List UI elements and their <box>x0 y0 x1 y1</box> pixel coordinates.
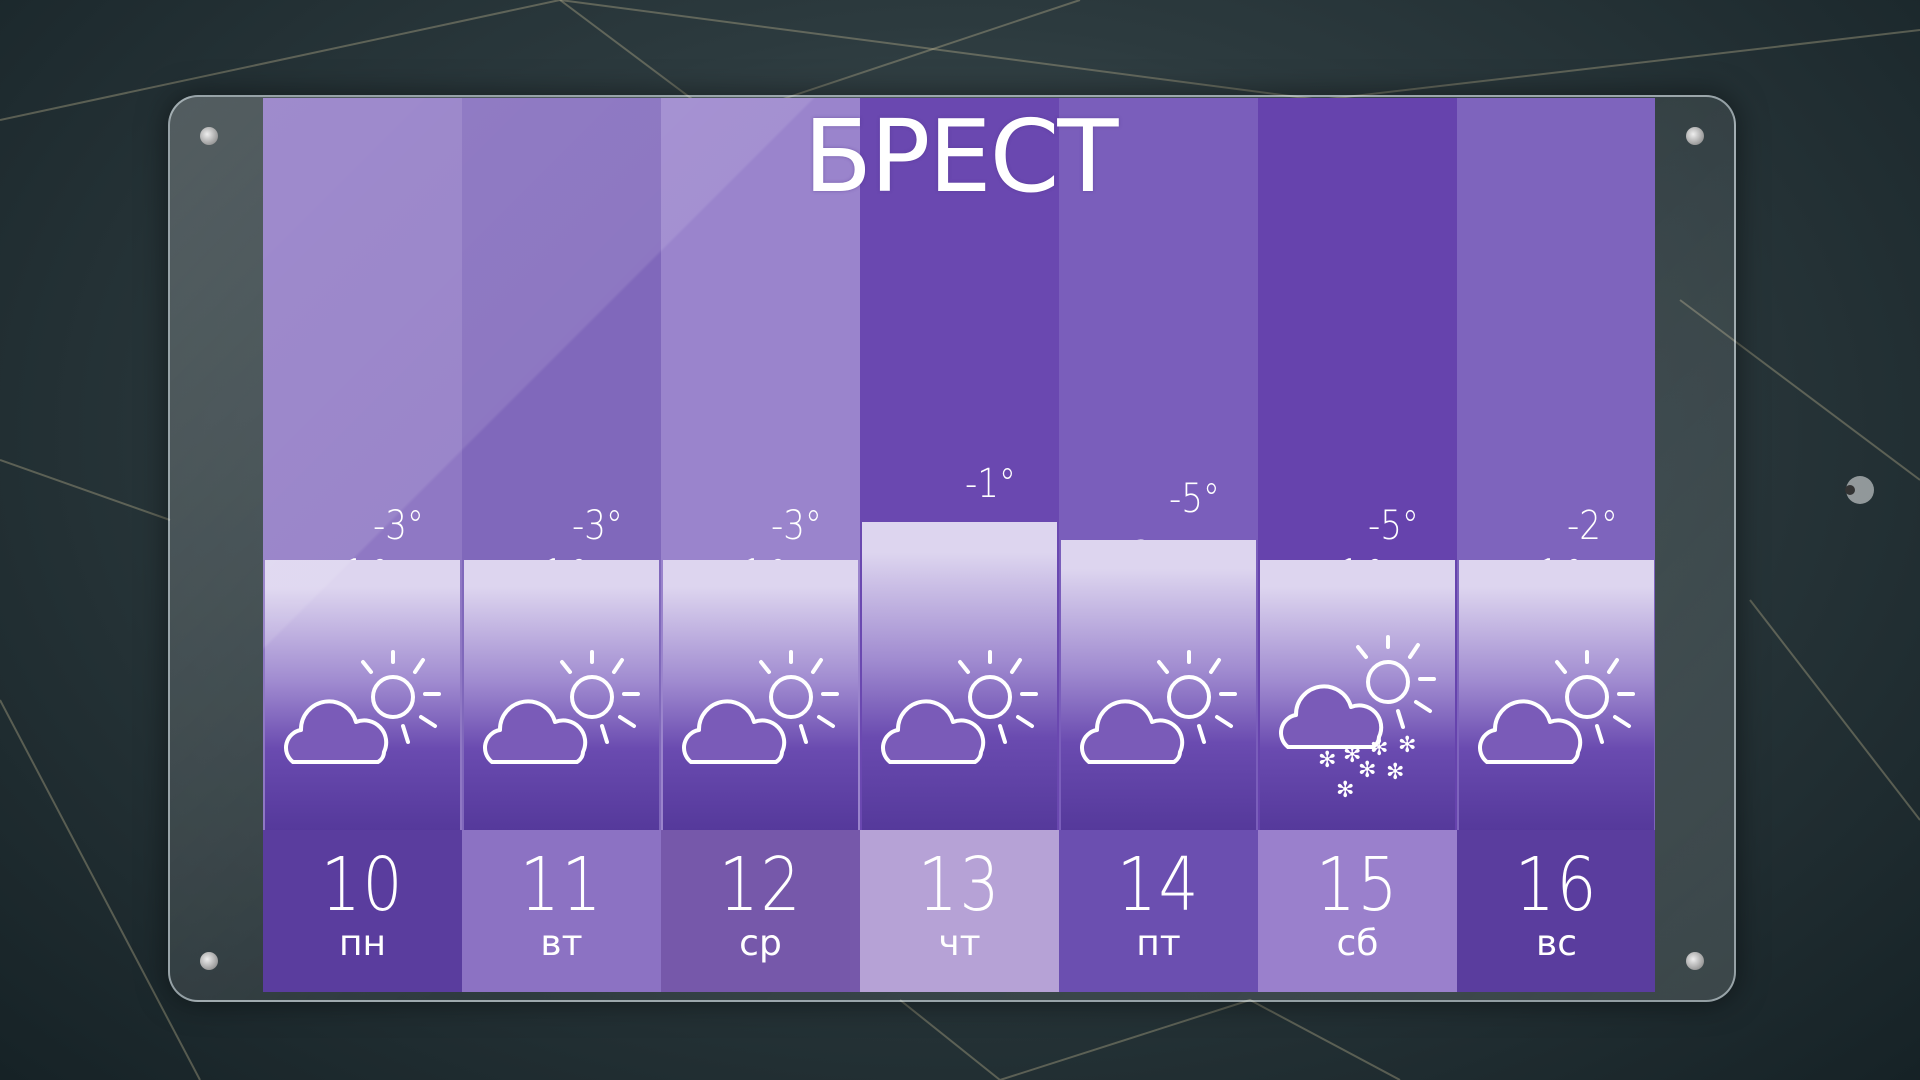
low-temp: -5° <box>1169 476 1220 522</box>
day-number: 16 <box>1514 842 1599 928</box>
date-cell: 12 ср <box>661 830 860 992</box>
cloud-sun-icon <box>1478 650 1635 764</box>
screw-icon <box>1686 952 1704 970</box>
weekday: вс <box>1535 923 1577 964</box>
weekday: пн <box>338 923 387 964</box>
day-number: 10 <box>320 842 405 928</box>
screw-icon <box>1686 127 1704 145</box>
weekday: пт <box>1136 923 1181 964</box>
weekday: чт <box>938 923 981 964</box>
low-temp: -1° <box>965 461 1016 507</box>
cloud-sun-snow-icon: ✻ ✻ ✻ ✻✻ ✻✻ <box>1279 635 1436 802</box>
date-cell: 11 вт <box>462 830 661 992</box>
svg-text:✻: ✻ <box>1336 778 1354 802</box>
date-cell: 13 чт <box>860 830 1059 992</box>
date-cell: 16 вс <box>1457 830 1655 992</box>
city-title: БРЕСТ <box>803 98 1119 215</box>
screw-icon <box>200 952 218 970</box>
weekday: ср <box>739 923 782 964</box>
forecast-panel: -3°+1°10пн-3°+1°11вт-3°+1°12ср-1°+3°13чт… <box>263 98 1655 992</box>
svg-text:✻: ✻ <box>1343 743 1361 768</box>
cloud-sun-icon <box>881 650 1038 764</box>
date-cell: 15 сб <box>1258 830 1457 992</box>
weekday: вт <box>540 923 583 964</box>
date-cell: 14 пт <box>1059 830 1258 992</box>
day-number: 15 <box>1315 842 1400 928</box>
screw-icon <box>200 127 218 145</box>
low-temp: -3° <box>572 503 623 549</box>
low-temp: -3° <box>771 503 822 549</box>
weather-card <box>862 522 1057 830</box>
cloud-sun-icon <box>483 650 640 764</box>
svg-text:✻: ✻ <box>1398 733 1416 758</box>
weather-card <box>1061 540 1256 830</box>
day-number: 13 <box>917 842 1002 928</box>
low-temp: -5° <box>1368 503 1419 549</box>
low-temp: -2° <box>1567 503 1618 549</box>
low-temp: -3° <box>373 503 424 549</box>
svg-text:✻: ✻ <box>1318 748 1336 773</box>
cloud-sun-icon <box>1080 650 1237 764</box>
day-number: 11 <box>519 842 604 928</box>
svg-text:✻: ✻ <box>1370 736 1388 761</box>
day-number: 12 <box>718 842 803 928</box>
date-cell: 10 пн <box>263 830 462 992</box>
weather-card <box>1260 560 1455 830</box>
cloud-sun-icon <box>682 650 839 764</box>
svg-text:✻: ✻ <box>1386 760 1404 785</box>
svg-text:✻: ✻ <box>1358 758 1376 783</box>
cloud-sun-icon <box>284 650 441 764</box>
day-number: 14 <box>1116 842 1201 928</box>
weekday: сб <box>1336 923 1379 964</box>
